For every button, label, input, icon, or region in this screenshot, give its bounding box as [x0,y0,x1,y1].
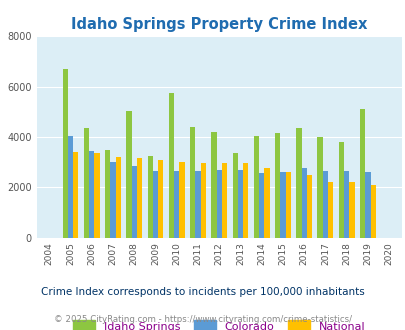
Bar [338,142,343,238]
Bar [327,182,333,238]
Bar [317,137,322,238]
Bar [62,69,68,238]
Text: © 2025 CityRating.com - https://www.cityrating.com/crime-statistics/: © 2025 CityRating.com - https://www.city… [54,315,351,324]
Bar [174,171,179,238]
Bar [285,172,290,238]
Bar [73,152,78,238]
Title: Idaho Springs Property Crime Index: Idaho Springs Property Crime Index [71,17,367,32]
Bar [131,166,136,238]
Bar [216,170,222,238]
Bar [89,151,94,238]
Bar [211,132,216,238]
Bar [110,162,115,238]
Bar [105,149,110,238]
Bar [343,171,348,238]
Bar [232,153,237,238]
Bar [115,157,121,238]
Bar [322,171,327,238]
Bar [83,128,89,238]
Bar [200,163,205,238]
Bar [136,158,142,238]
Bar [195,171,200,238]
Bar [279,172,285,238]
Bar [222,163,227,238]
Bar [126,111,131,238]
Bar [274,133,279,238]
Legend: Idaho Springs, Colorado, National: Idaho Springs, Colorado, National [68,315,369,330]
Bar [306,175,311,238]
Bar [68,136,73,238]
Bar [364,172,370,238]
Bar [243,163,248,238]
Bar [190,127,195,238]
Bar [253,136,258,238]
Bar [237,170,243,238]
Bar [179,162,184,238]
Bar [152,171,158,238]
Bar [296,128,301,238]
Bar [370,185,375,238]
Bar [158,160,163,238]
Bar [348,182,354,238]
Bar [147,156,152,238]
Bar [168,93,174,238]
Bar [359,109,364,238]
Bar [94,153,100,238]
Text: Crime Index corresponds to incidents per 100,000 inhabitants: Crime Index corresponds to incidents per… [41,287,364,297]
Bar [301,168,306,238]
Bar [258,174,264,238]
Bar [264,168,269,238]
